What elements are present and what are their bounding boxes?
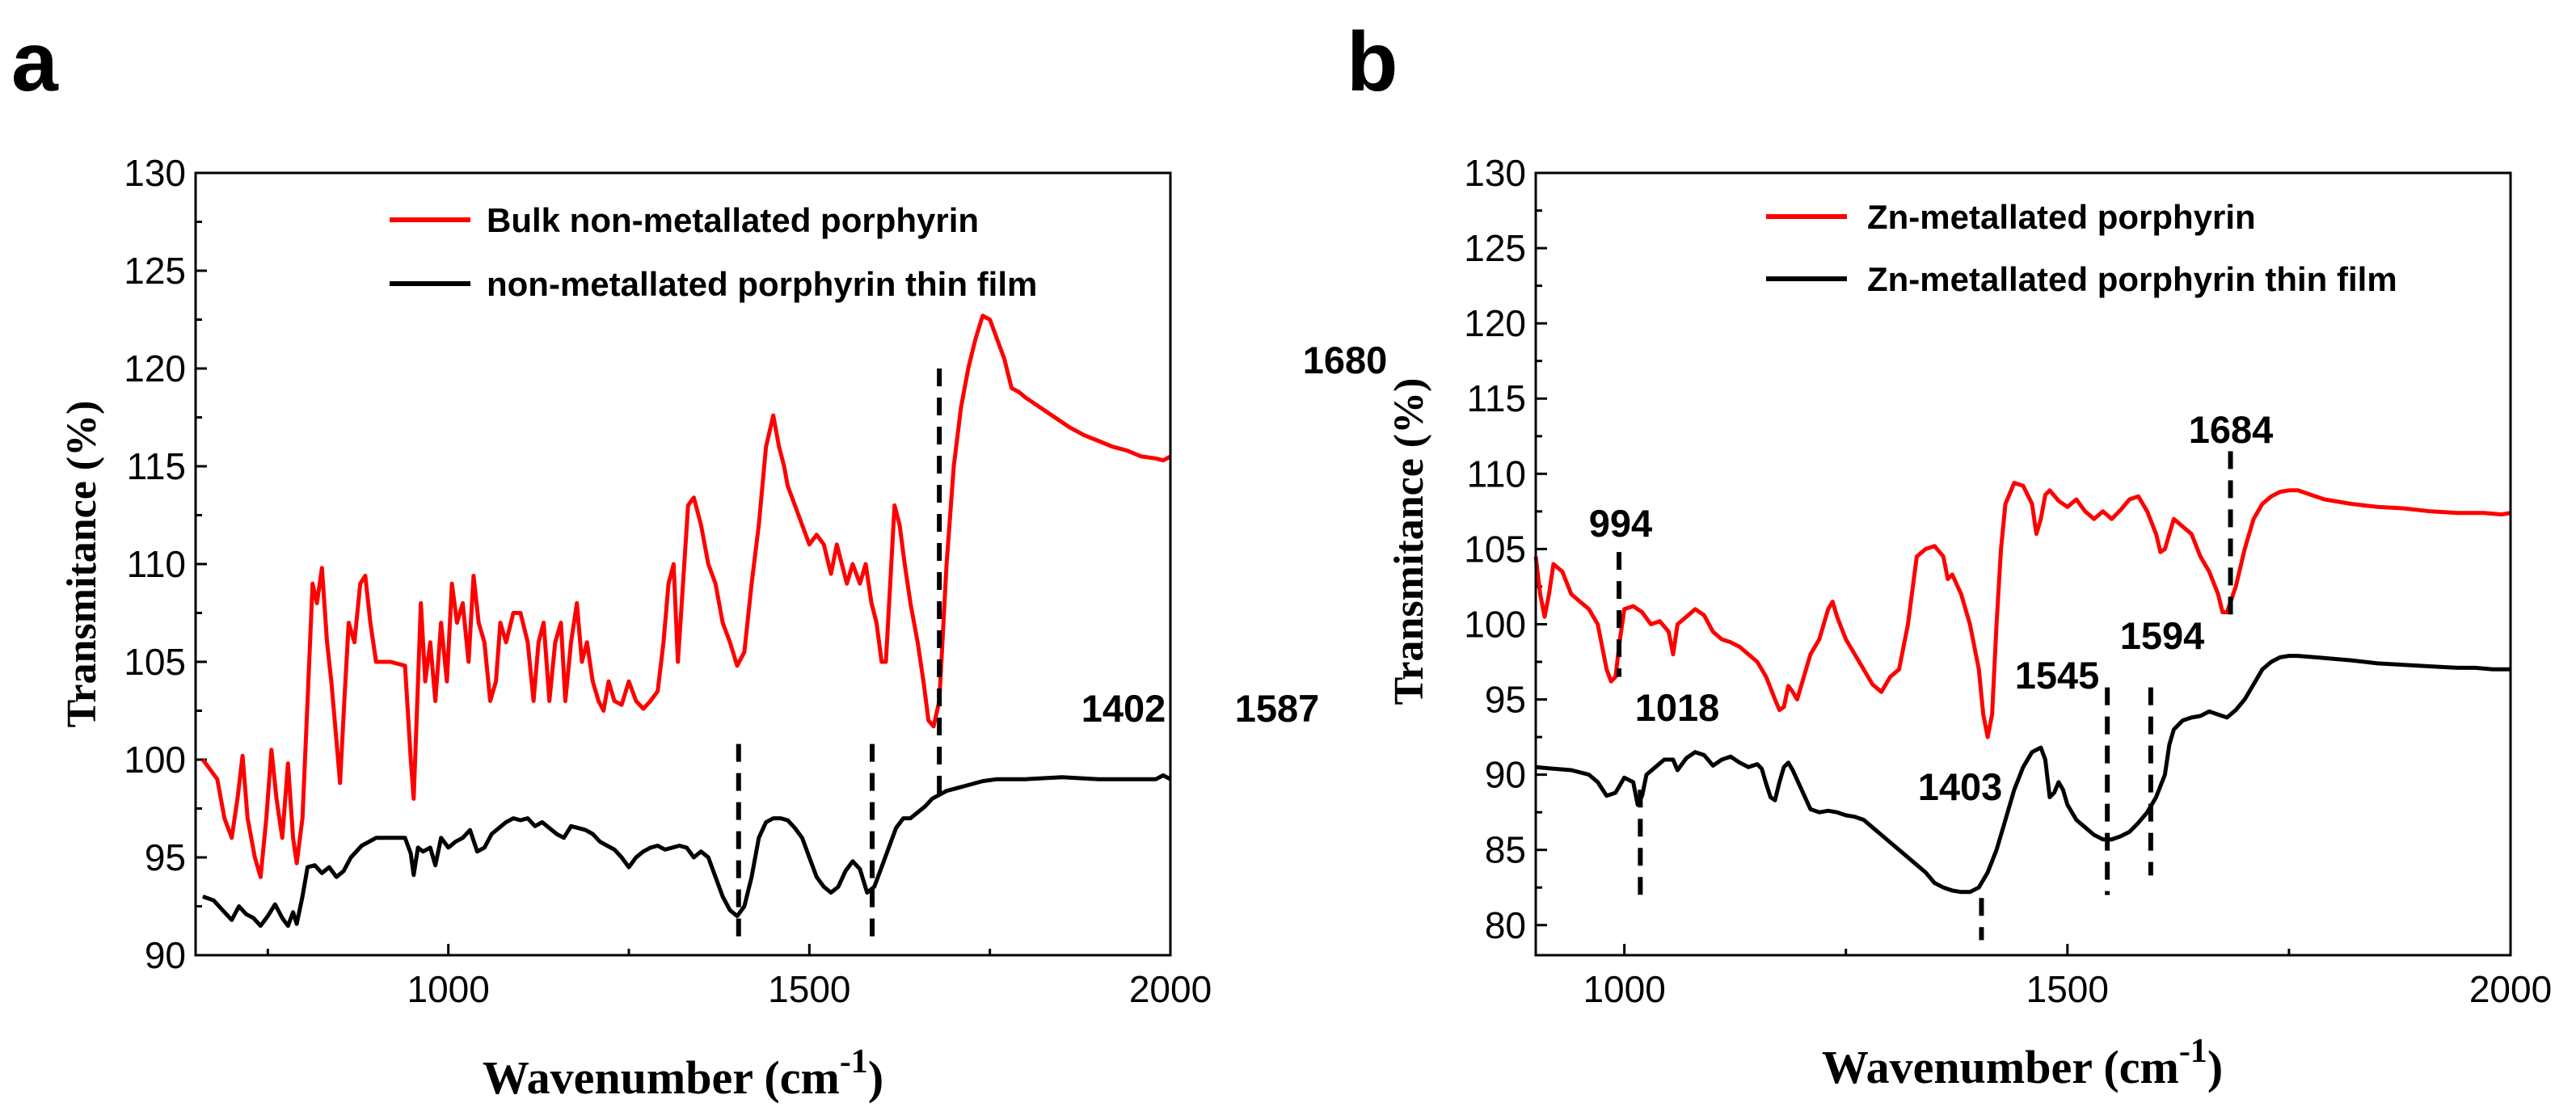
panel-a-letter: a bbox=[11, 15, 59, 109]
panel-b-plot-frame bbox=[1534, 171, 2512, 957]
panel-b-peak-label-1594: 1594 bbox=[2120, 614, 2205, 657]
panel-a-plot-frame bbox=[194, 171, 1172, 957]
panel-b-y-tick-label: 100 bbox=[1464, 603, 1526, 645]
panel-b-y-tick-label: 80 bbox=[1485, 904, 1526, 946]
panel-b-peak-label-994: 994 bbox=[1589, 502, 1652, 545]
panel-a-y-tick-label: 120 bbox=[124, 347, 186, 390]
panel-a-x-axis-title: Wavenumber (cm-1) bbox=[483, 1043, 883, 1104]
panel-b-y-tick-label: 105 bbox=[1464, 528, 1526, 570]
panel-b-letter: b bbox=[1347, 15, 1398, 109]
panel-a-y-tick-label: 110 bbox=[127, 543, 186, 585]
panel-b-series-red-line bbox=[1533, 481, 2511, 739]
panel-a-y-tick-label: 105 bbox=[124, 641, 186, 683]
panel-b-x-tick-label: 1500 bbox=[2026, 968, 2109, 1010]
panel-b-peak-label-1018: 1018 bbox=[1635, 686, 1720, 729]
panel-a-x-tick-label: 2000 bbox=[1129, 968, 1212, 1010]
panel-b-y-tick-label: 120 bbox=[1464, 302, 1526, 344]
panel-a-x-tick-label: 1000 bbox=[407, 968, 489, 1010]
panel-b-y-tick-label: 110 bbox=[1467, 453, 1526, 495]
panel-b-peak-label-1545: 1545 bbox=[2015, 654, 2100, 697]
panel-a: a 1000 1500 2000 90 95 100 105 110 115 120 125 130 1… bbox=[11, 15, 1387, 1104]
panel-a-series-black-line bbox=[202, 773, 1172, 929]
panel-a-y-tick-label: 125 bbox=[124, 250, 186, 292]
panel-b-x-tick-label: 2000 bbox=[2469, 968, 2552, 1010]
panel-a-peak-label-1680: 1680 bbox=[1303, 339, 1388, 381]
panel-a-y-tick-label: 95 bbox=[145, 836, 186, 878]
panel-b-y-tick-label: 125 bbox=[1464, 227, 1526, 269]
panel-b-peak-label-1403: 1403 bbox=[1918, 765, 2003, 808]
panel-b-series-black-line bbox=[1535, 654, 2511, 895]
panel-a-y-tick-label: 115 bbox=[127, 445, 186, 487]
panel-b-y-tick-label: 95 bbox=[1485, 679, 1526, 721]
panel-b-legend: Zn-metallated porphyrin Zn-metallated po… bbox=[1766, 198, 2397, 298]
legend-label-bulk: Bulk non-metallated porphyrin bbox=[487, 201, 979, 239]
panel-b-y-tick-label: 130 bbox=[1464, 152, 1526, 194]
legend-label-film: non-metallated porphyrin thin film bbox=[487, 265, 1037, 303]
panel-b-x-tick-label: 1000 bbox=[1583, 968, 1665, 1010]
panel-a-y-tick-label: 100 bbox=[124, 739, 186, 781]
panel-a-legend: Bulk non-metallated porphyrin non-metall… bbox=[390, 201, 1037, 303]
panel-a-peak-label-1587: 1587 bbox=[1235, 687, 1320, 730]
panel-b-peak-label-1684: 1684 bbox=[2189, 408, 2274, 451]
panel-a-y-tick-label: 90 bbox=[145, 934, 186, 976]
panel-b: b 1000 1500 2000 80 85 90 95 100 105 110 115 120 125… bbox=[1347, 15, 2552, 1093]
panel-b-y-tick-label: 85 bbox=[1485, 829, 1526, 871]
panel-b-y-axis-title: Transmitance (%) bbox=[1386, 378, 1432, 705]
legend-label-zn: Zn-metallated porphyrin bbox=[1867, 198, 2256, 236]
panel-b-x-axis-title: Wavenumber (cm-1) bbox=[1822, 1033, 2223, 1093]
legend-label-zn-film: Zn-metallated porphyrin thin film bbox=[1867, 260, 2397, 298]
panel-a-series-red-line bbox=[200, 314, 1172, 879]
panel-b-y-tick-label: 90 bbox=[1485, 754, 1526, 796]
panel-a-peak-label-1402: 1402 bbox=[1081, 687, 1166, 730]
panel-a-y-axis-title: Transmitance (%) bbox=[59, 401, 105, 728]
panel-a-x-tick-label: 1500 bbox=[768, 968, 850, 1010]
panel-b-y-tick-label: 115 bbox=[1467, 377, 1526, 419]
panel-a-y-tick-label: 130 bbox=[124, 152, 186, 194]
